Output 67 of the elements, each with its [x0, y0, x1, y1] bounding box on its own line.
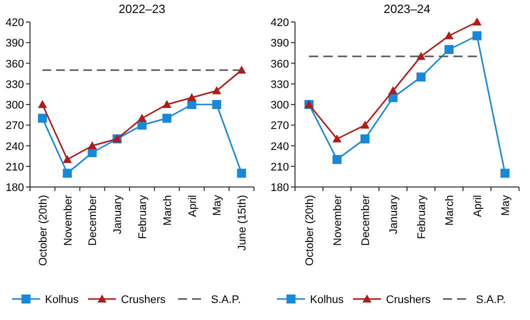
x-tick-label: March: [444, 195, 456, 226]
point: [444, 31, 454, 40]
point: [187, 93, 196, 102]
chart-title: 2022–23: [118, 2, 166, 16]
point: [332, 155, 342, 164]
x-tick-label: May: [212, 194, 224, 216]
point: [472, 18, 482, 26]
x-tick-label: December: [360, 194, 372, 246]
x-tick-label: April: [186, 195, 199, 218]
point: [472, 31, 482, 40]
point: [500, 168, 510, 178]
x-tick-label: October (20th): [37, 195, 50, 266]
y-tick-label: 300: [270, 100, 289, 112]
y-tick-label: 330: [270, 78, 289, 91]
point: [38, 114, 47, 123]
point: [62, 168, 72, 178]
y-tick-label: 270: [270, 120, 289, 132]
point: [162, 100, 172, 108]
x-tick-label: December: [87, 194, 100, 246]
point: [416, 52, 426, 60]
legend-label: Crushers: [386, 294, 432, 306]
x-tick-label: February: [137, 194, 149, 240]
y-tick-label: 330: [6, 78, 24, 91]
point: [360, 134, 370, 144]
chart-title: 2023–24: [384, 2, 431, 16]
point: [38, 100, 47, 108]
y-tick-label: 180: [270, 182, 289, 194]
y-tick-label: 390: [6, 38, 24, 50]
x-tick-label: February: [416, 194, 428, 240]
point: [162, 114, 172, 123]
x-tick-label: January: [388, 194, 400, 234]
x-tick-label: November: [62, 194, 74, 246]
point: [237, 168, 246, 178]
legend-label: Kolhus: [45, 294, 80, 306]
x-tick-label: November: [332, 194, 344, 246]
point: [444, 45, 454, 54]
y-tick-label: 420: [6, 17, 24, 29]
point: [212, 86, 222, 94]
x-tick-label: June (15th): [236, 195, 249, 251]
x-tick-label: March: [162, 195, 174, 226]
x-tick-label: April: [472, 195, 484, 218]
y-tick-label: 360: [6, 58, 24, 70]
point: [388, 86, 398, 94]
x-tick-label: May: [500, 194, 512, 216]
legend-label: Kolhus: [310, 294, 344, 306]
legend-label: S.A.P.: [211, 294, 241, 306]
y-tick-label: 180: [6, 182, 24, 194]
x-tick-label: January: [112, 194, 124, 234]
point: [138, 114, 146, 122]
y-tick-label: 420: [270, 17, 289, 29]
y-tick-label: 240: [6, 140, 24, 153]
y-tick-label: 360: [270, 58, 289, 70]
legend-label: Crushers: [121, 294, 166, 306]
x-tick-label: October (20th): [304, 195, 316, 266]
y-tick-label: 210: [270, 161, 289, 174]
point: [88, 141, 97, 150]
legend-label: S.A.P.: [476, 294, 506, 306]
y-tick-label: 210: [6, 161, 24, 174]
point: [212, 100, 222, 109]
y-tick-label: 270: [6, 120, 24, 132]
y-tick-label: 390: [270, 38, 289, 50]
point: [332, 134, 342, 142]
y-tick-label: 300: [6, 100, 24, 112]
point: [416, 72, 426, 82]
point: [360, 120, 370, 129]
point: [62, 155, 72, 163]
y-tick-label: 240: [270, 140, 289, 153]
